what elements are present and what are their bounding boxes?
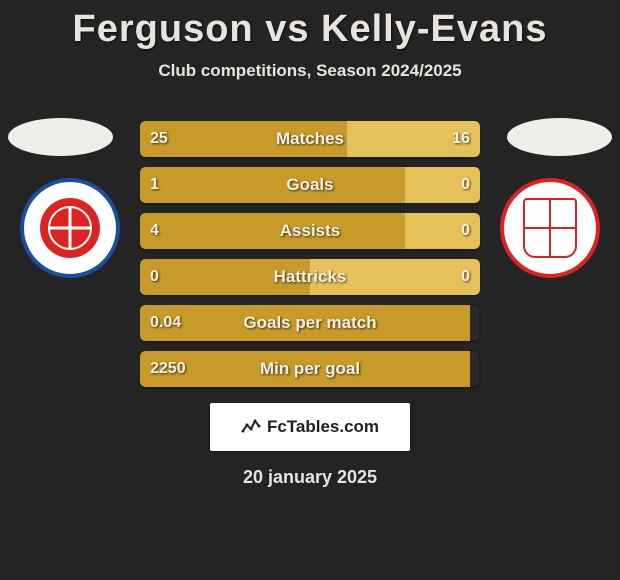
stat-label: Min per goal	[260, 359, 360, 379]
stat-row: Assists 4 0	[140, 213, 480, 249]
stat-row: Matches 25 16	[140, 121, 480, 157]
date-text: 20 january 2025	[0, 467, 620, 488]
branding-text: FcTables.com	[267, 417, 379, 437]
page-title: Ferguson vs Kelly-Evans	[0, 0, 620, 51]
stat-label: Goals per match	[243, 313, 376, 333]
stat-label: Assists	[280, 221, 340, 241]
avatar-right	[507, 118, 612, 156]
branding-chart-icon	[241, 417, 261, 437]
stat-row: Min per goal 2250	[140, 351, 480, 387]
stat-label: Matches	[276, 129, 344, 149]
stat-value-left: 1	[150, 176, 159, 194]
stat-value-left: 0.04	[150, 314, 181, 332]
stat-value-right: 0	[461, 268, 470, 286]
stat-value-right: 16	[452, 130, 470, 148]
crest-left-wheel	[40, 198, 100, 258]
crest-left	[20, 178, 120, 278]
crest-right	[500, 178, 600, 278]
crest-right-shield	[523, 198, 577, 258]
avatar-left	[8, 118, 113, 156]
subtitle: Club competitions, Season 2024/2025	[0, 61, 620, 81]
stat-row: Hattricks 0 0	[140, 259, 480, 295]
stat-value-left: 2250	[150, 360, 186, 378]
stat-value-left: 0	[150, 268, 159, 286]
stat-label: Goals	[286, 175, 333, 195]
stat-row: Goals per match 0.04	[140, 305, 480, 341]
stat-left-fill	[140, 167, 405, 203]
stat-left-fill	[140, 213, 405, 249]
stat-row: Goals 1 0	[140, 167, 480, 203]
stat-value-left: 25	[150, 130, 168, 148]
stat-value-right: 0	[461, 222, 470, 240]
stat-value-left: 4	[150, 222, 159, 240]
branding-box: FcTables.com	[210, 403, 410, 451]
stat-label: Hattricks	[274, 267, 347, 287]
stat-value-right: 0	[461, 176, 470, 194]
